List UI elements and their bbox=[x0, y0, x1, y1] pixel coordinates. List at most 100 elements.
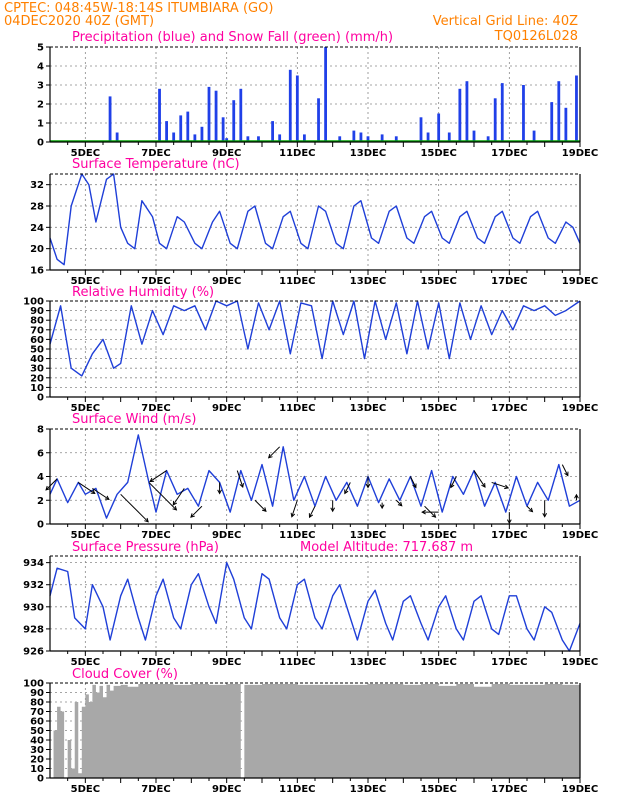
humidity-xtick-label: 7DEC bbox=[141, 403, 170, 414]
cloud-ytick-label: 10 bbox=[30, 764, 44, 775]
wind-arrow bbox=[92, 487, 110, 500]
wind-arrow-head bbox=[190, 513, 195, 518]
precip-bar bbox=[221, 117, 225, 142]
pressure-xtick-label: 13DEC bbox=[350, 657, 386, 668]
precip-bar bbox=[303, 134, 306, 142]
cloud-ytick-label: 60 bbox=[30, 717, 44, 728]
wind-xtick-label: 5DEC bbox=[71, 530, 100, 541]
pressure-ytick-label: 926 bbox=[23, 647, 44, 658]
wind-arrow-head bbox=[149, 477, 155, 483]
pressure-line bbox=[49, 561, 581, 652]
wind-arrow bbox=[491, 481, 509, 489]
precip-bar bbox=[288, 69, 292, 142]
precip-xtick-label: 11DEC bbox=[279, 148, 315, 159]
humidity-ytick-label: 0 bbox=[37, 393, 44, 404]
wind-arrow-head bbox=[504, 484, 510, 490]
pressure-xtick-label: 9DEC bbox=[212, 657, 241, 668]
precip-bar bbox=[437, 113, 441, 142]
precip-bar bbox=[564, 107, 568, 142]
wind-arrow-head bbox=[574, 493, 579, 499]
cloud-xtick-label: 15DEC bbox=[420, 784, 456, 795]
pressure-ytick-label: 932 bbox=[23, 580, 44, 591]
wind-xtick-label: 7DEC bbox=[141, 530, 170, 541]
header-line1: CPTEC: 048:45W-18:14S ITUMBIARA (GO) bbox=[4, 1, 273, 16]
precip-xtick-label: 9DEC bbox=[212, 148, 241, 159]
humidity-title: Relative Humidity (%) bbox=[72, 285, 214, 300]
precip-xtick-label: 13DEC bbox=[350, 148, 386, 159]
precip-panel: 0 1 2 3 4 5 5DEC 7DEC 9DEC 11DEC 13DEC 15DEC 17DEC 19… bbox=[37, 43, 598, 160]
precip-bar bbox=[246, 136, 250, 142]
temperature-ytick-label: 20 bbox=[30, 244, 44, 255]
humidity-xtick-label: 19DEC bbox=[562, 403, 598, 414]
wind-xtick-label: 15DEC bbox=[420, 530, 456, 541]
humidity-ytick-label: 40 bbox=[30, 354, 44, 365]
precip-bar bbox=[165, 121, 168, 142]
cloud-cover-area bbox=[50, 683, 580, 778]
wind-ytick-label: 2 bbox=[37, 496, 44, 507]
precip-title: Precipitation (blue) and Snow Fall (gree… bbox=[72, 30, 393, 45]
wind-arrow bbox=[149, 470, 167, 482]
cloud-ytick-label: 50 bbox=[30, 726, 44, 737]
pressure-title: Surface Pressure (hPa) bbox=[72, 540, 219, 555]
humidity-ytick-label: 100 bbox=[23, 297, 44, 308]
precip-bar bbox=[426, 132, 430, 142]
wind-arrow bbox=[45, 478, 58, 491]
wind-xtick-label: 19DEC bbox=[562, 530, 598, 541]
wind-arrow-head bbox=[506, 519, 512, 525]
cloud-ytick-label: 20 bbox=[30, 755, 44, 766]
precip-bar bbox=[200, 126, 204, 142]
cloud-ytick-label: 0 bbox=[37, 774, 44, 785]
temperature-ytick-label: 24 bbox=[30, 223, 44, 234]
precip-bar bbox=[324, 47, 327, 142]
temperature-xtick-label: 7DEC bbox=[141, 276, 170, 287]
cloud-xtick-label: 9DEC bbox=[212, 784, 241, 795]
wind-xtick-label: 17DEC bbox=[491, 530, 527, 541]
cloud-ytick-label: 100 bbox=[23, 679, 44, 690]
precip-bar bbox=[179, 115, 183, 142]
wind-arrow bbox=[309, 505, 316, 518]
wind-arrow-head bbox=[172, 505, 178, 511]
cloud-xtick-label: 17DEC bbox=[491, 784, 527, 795]
wind-arrow-head bbox=[431, 513, 437, 518]
precip-bar bbox=[172, 132, 176, 142]
wind-arrow bbox=[77, 482, 96, 494]
wind-arrow-head bbox=[397, 501, 403, 507]
wind-line bbox=[49, 434, 581, 519]
precip-bar bbox=[550, 102, 554, 142]
precip-xtick-label: 15DEC bbox=[420, 148, 456, 159]
wind-arrow-head bbox=[330, 507, 336, 513]
precip-bar bbox=[271, 121, 274, 142]
wind-arrow bbox=[409, 476, 417, 488]
humidity-xtick-label: 17DEC bbox=[491, 403, 527, 414]
pressure-ytick-label: 928 bbox=[23, 624, 44, 635]
precip-xtick-label: 19DEC bbox=[562, 148, 598, 159]
wind-arrow-head bbox=[365, 483, 371, 489]
humidity-xtick-label: 15DEC bbox=[420, 403, 456, 414]
precip-ytick-label: 0 bbox=[37, 138, 44, 149]
precip-bar bbox=[486, 136, 490, 142]
precip-bar bbox=[186, 111, 190, 142]
wind-arrow-head bbox=[104, 495, 110, 500]
temperature-xtick-label: 5DEC bbox=[71, 276, 100, 287]
precip-bar bbox=[207, 86, 211, 142]
precip-bar bbox=[493, 98, 497, 142]
header-line2: 04DEC2020 40Z (GMT) bbox=[4, 14, 154, 29]
wind-arrow-head bbox=[267, 453, 273, 459]
temperature-panel: 16 20 24 28 32 5DEC 7DEC 9DEC 11DEC 13DEC 15DEC 17D… bbox=[30, 173, 598, 287]
precip-bar bbox=[214, 90, 218, 142]
cloud-xtick-label: 19DEC bbox=[562, 784, 598, 795]
precip-bar bbox=[115, 132, 119, 142]
wind-arrow bbox=[450, 476, 457, 488]
wind-arrow bbox=[268, 446, 281, 459]
wind-arrow-head bbox=[261, 507, 267, 512]
precip-bar bbox=[108, 96, 112, 142]
wind-arrow-head bbox=[450, 483, 455, 489]
precip-bar bbox=[239, 88, 243, 142]
pressure-panel: 926 928 930 932 934 5DEC 7DEC 9DEC 11DEC 13DEC 15D… bbox=[23, 555, 598, 668]
precip-bar bbox=[532, 130, 536, 142]
temperature-ytick-label: 28 bbox=[30, 202, 44, 213]
wind-ytick-label: 6 bbox=[37, 448, 44, 459]
wind-arrow-head bbox=[90, 489, 96, 495]
wind-arrow-head bbox=[308, 513, 314, 519]
cloud-ytick-label: 90 bbox=[30, 688, 44, 699]
